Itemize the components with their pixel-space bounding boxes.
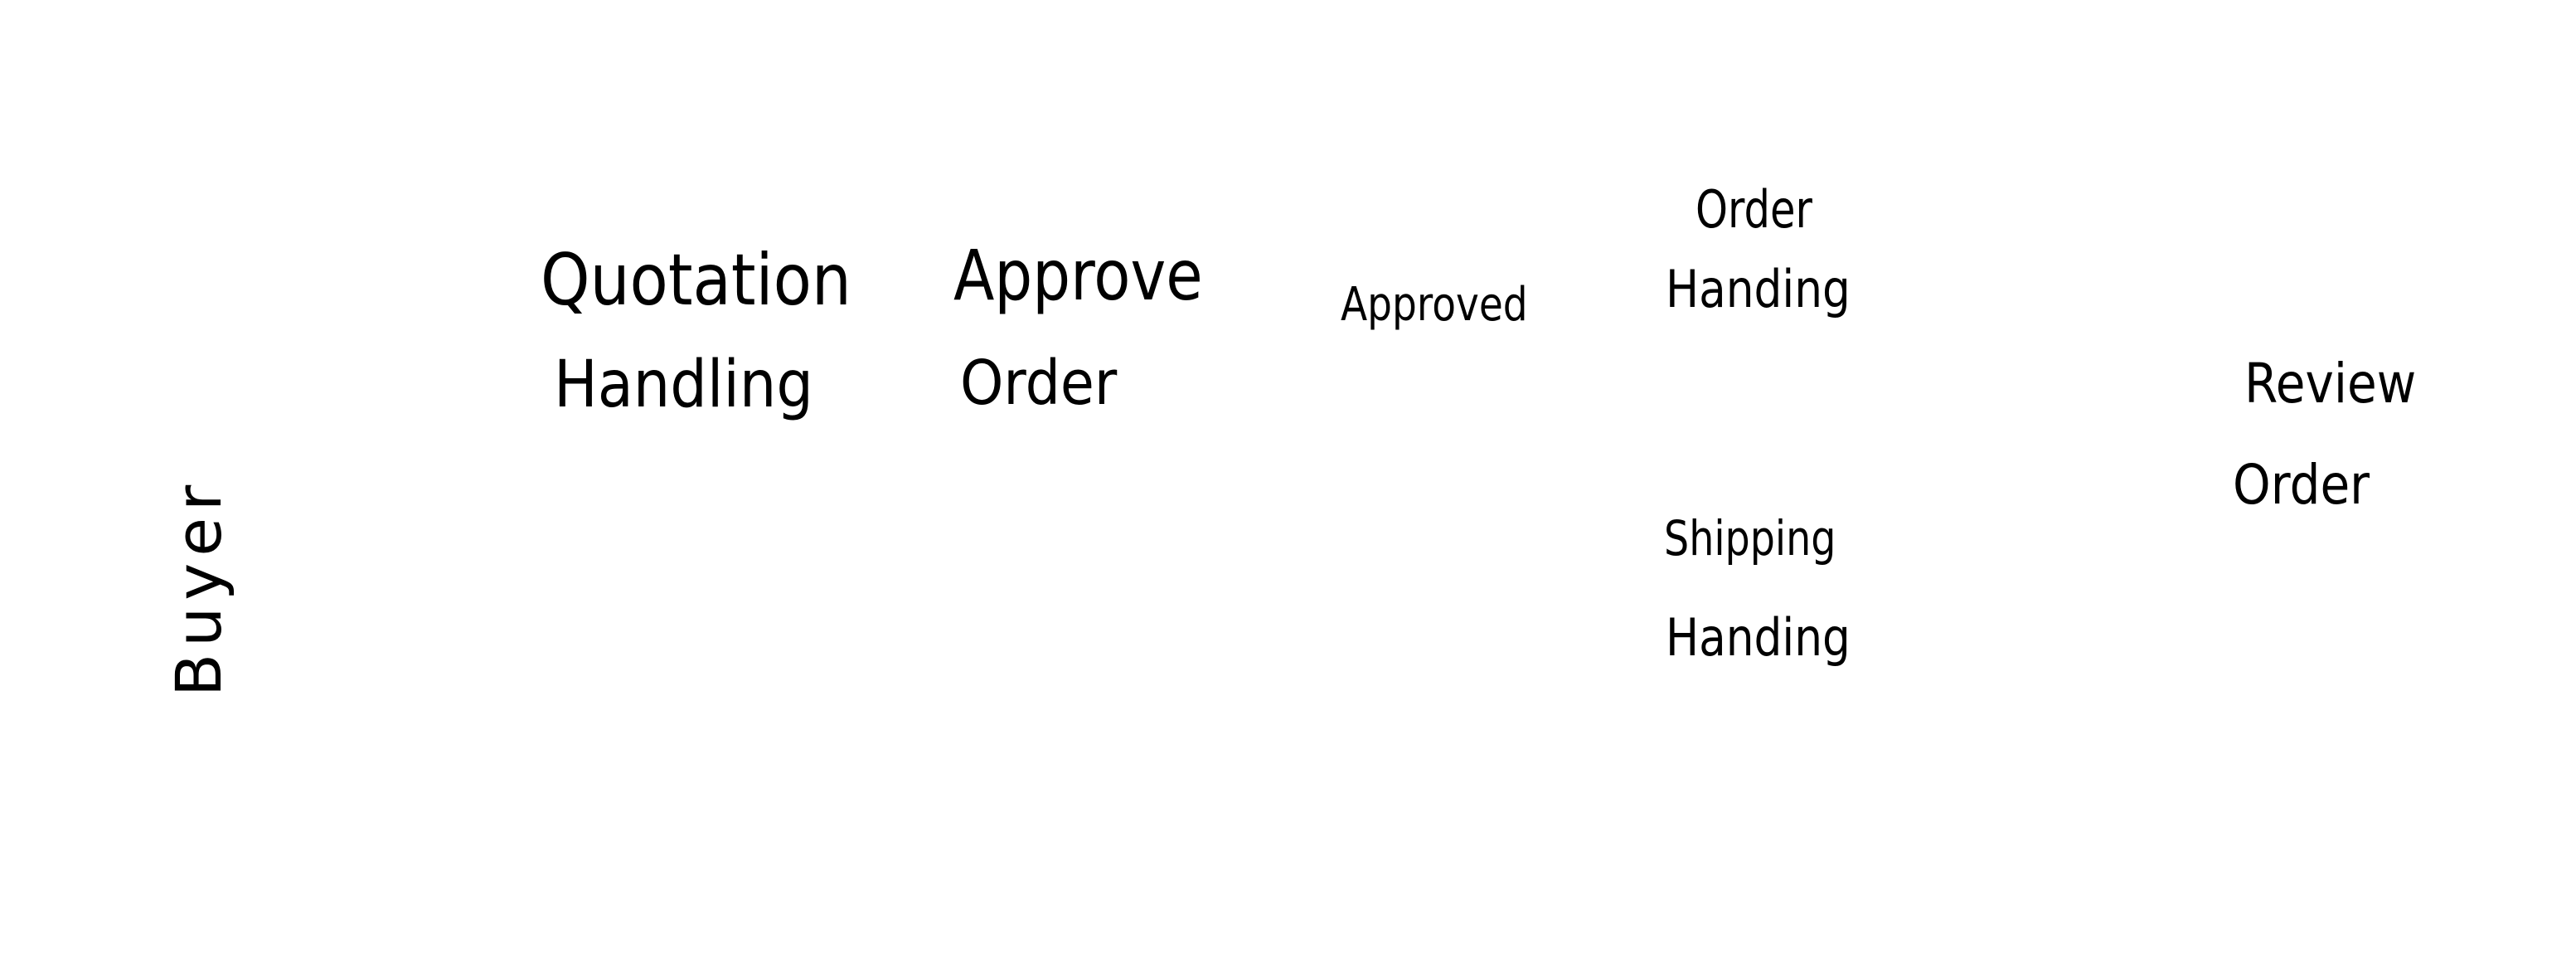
node-approve-order-line1: Approve bbox=[953, 235, 1203, 316]
node-order-handling-line2: Handing bbox=[1666, 259, 1851, 319]
node-quotation-handling-line1: Quotation bbox=[541, 239, 851, 322]
node-order-handling-line1: Order bbox=[1696, 179, 1812, 240]
node-approve-order-line2: Order bbox=[960, 348, 1118, 419]
node-review-order-line2: Order bbox=[2233, 453, 2370, 517]
lane-label-buyer: Buyer bbox=[162, 478, 235, 697]
node-shipping-handling-line1: Shipping bbox=[1664, 510, 1836, 567]
node-review-order-line1: Review bbox=[2244, 352, 2417, 416]
node-shipping-handling-line2: Handing bbox=[1666, 607, 1851, 668]
node-approved: Approved bbox=[1341, 278, 1528, 332]
node-quotation-handling-line2: Handling bbox=[554, 348, 813, 422]
